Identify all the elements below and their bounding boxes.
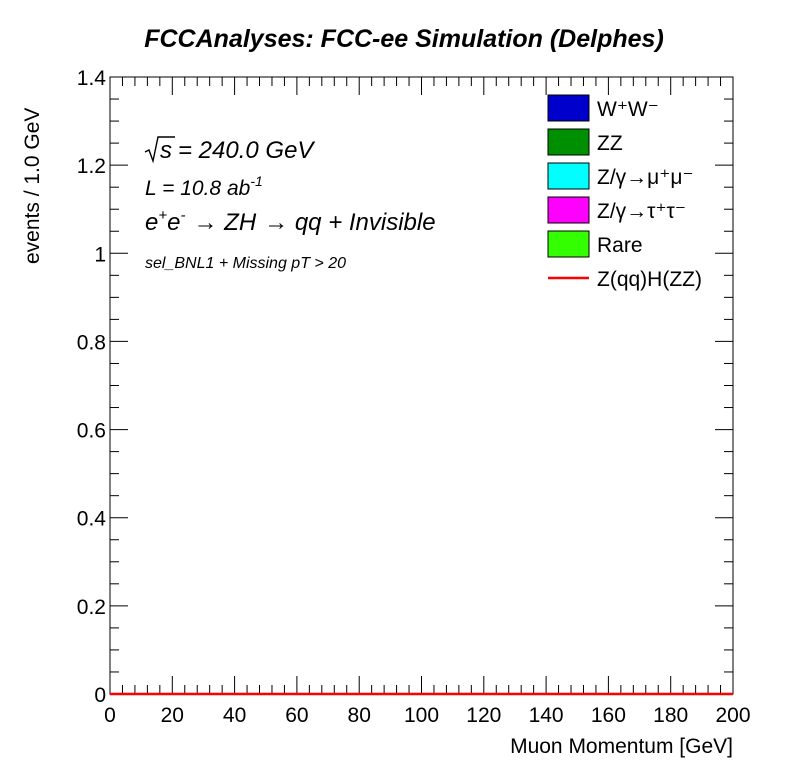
sqrt-symbol <box>144 136 175 164</box>
y-tick-label: 1.4 <box>77 67 107 90</box>
annotation-process: e+e- → ZH → qq + Invisible <box>145 207 436 236</box>
axis-tick-labels: 0 20 40 60 80 100 120 140 160 180 200 0 0.2 0.4 0.6 0.8… <box>77 67 751 727</box>
y-tick-label: 1.2 <box>77 155 106 178</box>
y-tick-label: 0.2 <box>77 596 106 619</box>
legend-label: Z/γ→τ⁺τ⁻ <box>597 200 686 223</box>
annotation-sqrt-s: s = 240.0 GeV <box>144 136 315 164</box>
x-tick-label: 200 <box>715 704 750 727</box>
y-tick-label: 1 <box>94 243 106 266</box>
sqrt-s-letter: s <box>160 137 172 164</box>
axis-ticks <box>109 76 734 695</box>
legend-swatch <box>547 128 590 156</box>
x-tick-label: 160 <box>591 704 626 727</box>
legend-label: ZZ <box>597 132 623 155</box>
legend-label: W⁺W⁻ <box>597 98 659 121</box>
x-tick-label: 80 <box>348 704 371 727</box>
x-tick-label: 180 <box>653 704 688 727</box>
annotation-lumi: L = 10.8 ab-1 <box>145 173 263 200</box>
sqrt-s-value: = 240.0 GeV <box>178 137 315 164</box>
legend-swatch <box>547 94 590 122</box>
x-tick-label: 100 <box>404 704 439 727</box>
y-tick-label: 0 <box>94 684 106 707</box>
x-tick-label: 120 <box>466 704 501 727</box>
legend-swatch <box>547 196 590 224</box>
x-tick-label: 140 <box>529 704 564 727</box>
y-tick-label: 0.8 <box>77 331 106 354</box>
legend: W⁺W⁻ ZZ Z/γ→μ⁺μ⁻ Z/γ→τ⁺τ⁻ Rare Z(qq)H(ZZ) <box>547 94 702 291</box>
x-tick-label: 60 <box>285 704 308 727</box>
y-axis-label: events / 1.0 GeV <box>21 108 44 264</box>
y-tick-label: 0.4 <box>77 508 107 531</box>
x-tick-label: 40 <box>223 704 246 727</box>
chart-title: FCCAnalyses: FCC-ee Simulation (Delphes) <box>144 25 664 53</box>
annotation-selection: sel_BNL1 + Missing pT > 20 <box>145 255 346 272</box>
legend-label: Z/γ→μ⁺μ⁻ <box>597 166 694 189</box>
x-tick-label: 0 <box>104 704 116 727</box>
legend-label: Z(qq)H(ZZ) <box>597 268 702 291</box>
x-tick-label: 20 <box>161 704 184 727</box>
y-tick-label: 0.6 <box>77 420 106 443</box>
legend-label: Rare <box>597 234 643 257</box>
legend-swatch <box>547 162 590 190</box>
x-axis-label: Muon Momentum [GeV] <box>510 735 733 758</box>
legend-swatch <box>547 230 590 258</box>
